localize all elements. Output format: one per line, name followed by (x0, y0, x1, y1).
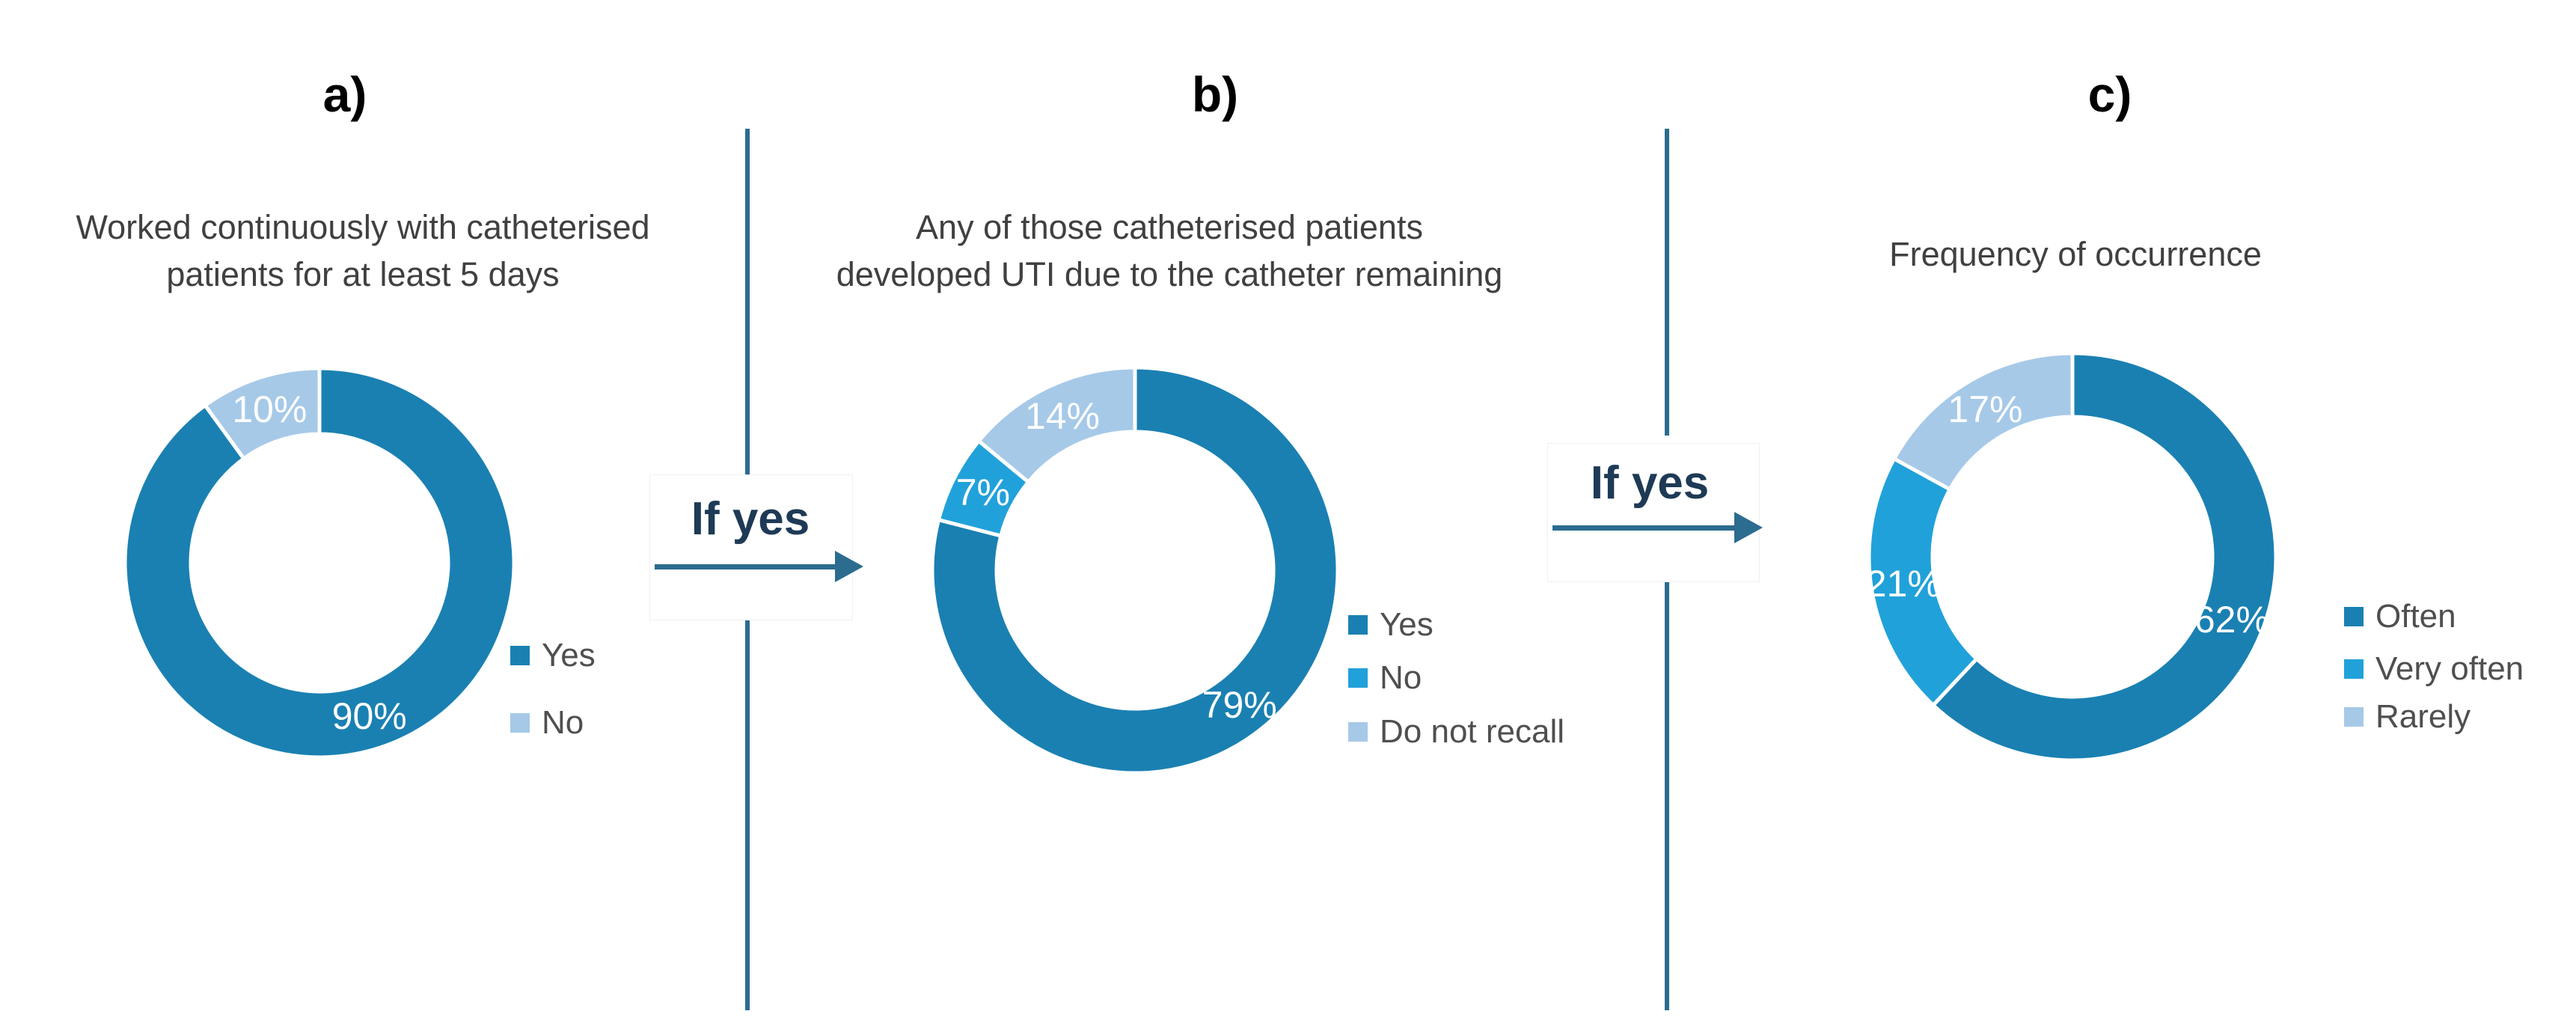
if-yes-box (649, 474, 853, 620)
panel-letter: a) (322, 67, 367, 122)
arrow-shaft (1552, 525, 1734, 531)
chart-title: Worked continuously with catheterised pat… (76, 204, 649, 298)
if-yes-box (1547, 443, 1760, 582)
slice-value-label: 14% (1024, 394, 1100, 437)
slice-value-label: 79% (1202, 684, 1277, 727)
legend-item: Yes (510, 637, 596, 674)
donut-slice-do-not-recall (976, 365, 1137, 485)
legend-swatch (2344, 707, 2364, 727)
slice-value-label: 21% (1865, 562, 1941, 605)
slice-value-label: 17% (1948, 388, 2023, 430)
arrow-head-icon (835, 551, 863, 582)
slice-value-label: 90% (331, 695, 407, 738)
legend-swatch (2344, 659, 2364, 679)
legend-swatch (510, 713, 530, 733)
legend-label: Yes (1380, 606, 1434, 643)
chart-title-line: patients for at least 5 days (166, 255, 560, 293)
legend-item: Very often (2344, 650, 2524, 688)
donut-slice-no (202, 366, 322, 462)
legend-label: Yes (542, 637, 596, 674)
if-yes-label: If yes (1590, 457, 1710, 509)
legend-item: Rarely (2344, 698, 2471, 736)
chart-title-line: developed UTI due to the catheter remain… (836, 255, 1503, 293)
legend-item: Often (2344, 598, 2456, 635)
donut-chart (1867, 351, 2278, 763)
panel-letter: c) (2087, 67, 2132, 122)
donut-slice-often (1930, 351, 2278, 763)
chart-title-line: Frequency of occurrence (1889, 235, 2262, 273)
legend-swatch (1348, 615, 1368, 635)
legend-swatch (1348, 722, 1368, 742)
arrow-head-icon (1734, 512, 1763, 543)
slice-value-label: 7% (955, 471, 1010, 514)
legend-swatch (510, 646, 530, 665)
divider-line (1665, 582, 1669, 1010)
chart-title: Frequency of occurrence (1889, 230, 2262, 278)
donut-slice-yes (930, 365, 1340, 775)
donut-chart (930, 365, 1340, 775)
legend-swatch (1348, 668, 1368, 688)
legend-item: Yes (1348, 606, 1434, 644)
legend-label: Very often (2375, 650, 2524, 687)
legend-label: Do not recall (1380, 713, 1565, 750)
legend-label: Rarely (2375, 698, 2471, 735)
arrow-shaft (655, 564, 835, 569)
legend-label: Often (2375, 598, 2456, 635)
slice-value-label: 62% (2194, 599, 2269, 641)
if-yes-label: If yes (691, 493, 810, 545)
legend-item: No (510, 704, 584, 742)
divider-line (745, 129, 750, 476)
legend-item: No (1348, 659, 1422, 697)
legend-item: Do not recall (1348, 713, 1564, 751)
slice-value-label: 10% (232, 388, 308, 430)
donut-slice-yes (123, 366, 516, 760)
donut-chart (123, 366, 516, 760)
legend-label: No (542, 704, 584, 741)
donut-slice-rarely (1891, 351, 2075, 492)
donut-slice-very-often (1867, 456, 1980, 708)
legend-label: No (1380, 659, 1422, 696)
legend-swatch (2344, 607, 2364, 626)
chart-title-line: Any of those catheterised patients (916, 208, 1423, 246)
divider-line (1665, 129, 1669, 436)
chart-title: Any of those catheterised patients develo… (836, 204, 1503, 298)
divider-line (745, 619, 750, 1010)
chart-title-line: Worked continuously with catheterised (76, 208, 650, 246)
panel-letter: b) (1191, 67, 1239, 122)
